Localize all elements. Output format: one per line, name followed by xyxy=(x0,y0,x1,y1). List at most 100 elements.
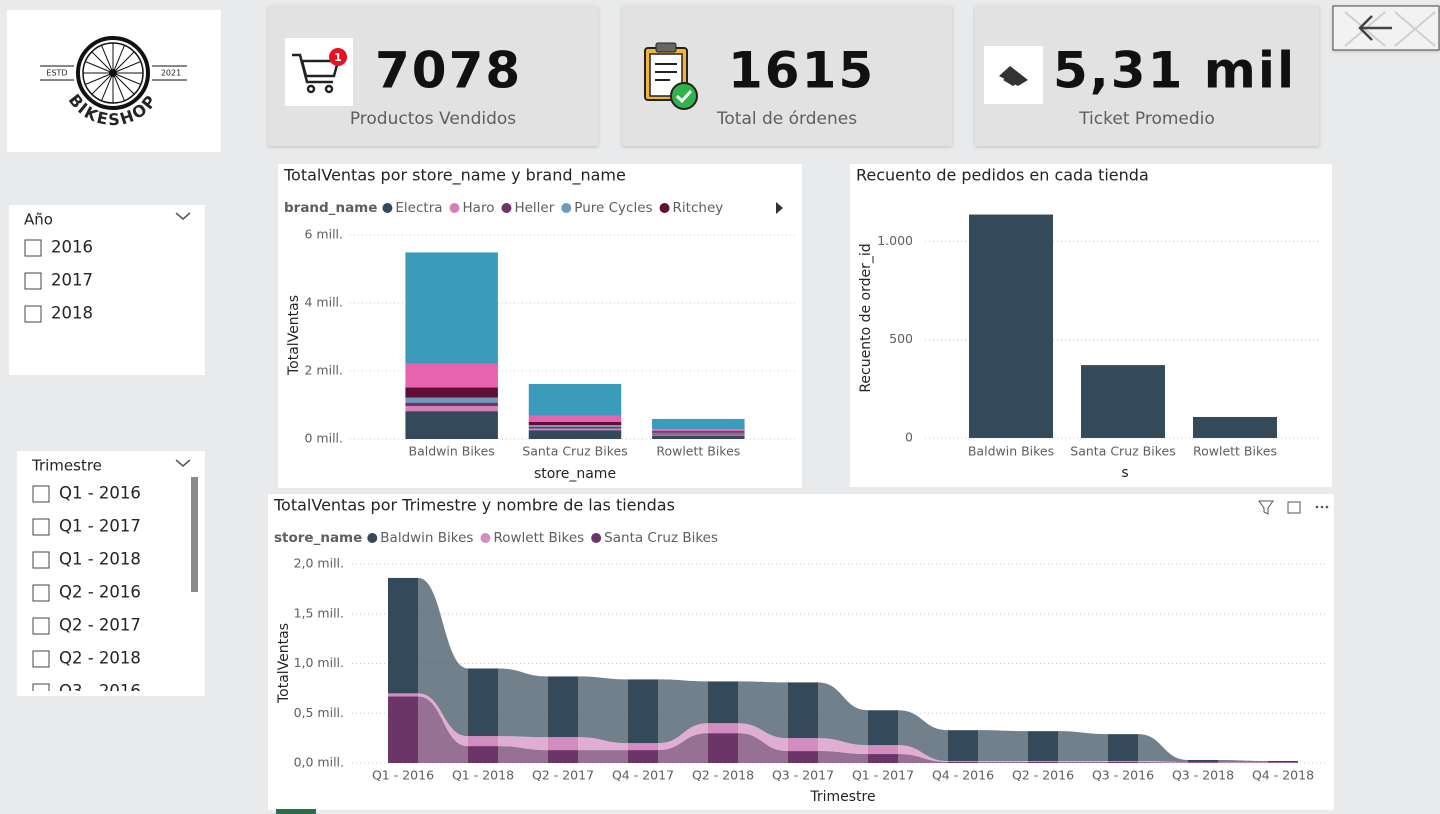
ribbon-column xyxy=(548,750,578,763)
chart-title: TotalVentas por Trimestre y nombre de la… xyxy=(273,496,675,515)
slicer-checkbox[interactable] xyxy=(24,305,42,323)
chart-title: TotalVentas por store_name y brand_name xyxy=(283,166,626,186)
kpi-label: Total de órdenes xyxy=(716,109,857,129)
x-tick-label: Rowlett Bikes xyxy=(656,444,740,459)
slicer-item[interactable]: Q1 - 2016 xyxy=(59,484,141,503)
kpi-label: Productos Vendidos xyxy=(350,109,516,129)
clipboard-clip xyxy=(655,42,677,53)
x-tick-label: Santa Cruz Bikes xyxy=(522,444,627,459)
slicer-checkbox[interactable] xyxy=(32,683,50,700)
kpi-value: 1615 xyxy=(728,42,875,100)
back-button[interactable] xyxy=(1332,5,1440,51)
legend-label: Baldwin Bikes xyxy=(380,530,473,546)
ribbon xyxy=(818,751,868,763)
bar-segment xyxy=(528,415,622,423)
kpi-badge-text: 1 xyxy=(334,51,342,64)
more-dot[interactable] xyxy=(1325,505,1329,509)
icon-box xyxy=(285,38,353,106)
bar-segment xyxy=(652,432,745,434)
x-tick-label: Q2 - 2017 xyxy=(532,768,594,783)
slicer-checkbox[interactable] xyxy=(32,584,50,602)
bar-segment xyxy=(528,383,622,416)
bar-segment xyxy=(652,429,745,432)
ribbon-column xyxy=(948,761,978,763)
slicer-checkbox[interactable] xyxy=(32,551,50,569)
back-arrow[interactable] xyxy=(1358,15,1392,41)
ribbon-column xyxy=(1188,760,1218,763)
bar-segment xyxy=(528,426,622,429)
y-tick-label: 2,0 mill. xyxy=(294,556,344,571)
slicer-checkbox[interactable] xyxy=(32,518,50,536)
x-tick-label: Q1 - 2018 xyxy=(452,768,514,783)
slicer-checkbox[interactable] xyxy=(32,485,50,503)
cart-wheel xyxy=(324,84,334,94)
ribbon xyxy=(898,754,948,763)
bar-segment xyxy=(405,387,498,398)
slicer-item[interactable]: Q2 - 2018 xyxy=(59,649,141,668)
bar-segment xyxy=(528,422,622,426)
slicer-checkbox[interactable] xyxy=(24,239,42,257)
legend-title: store_name xyxy=(274,530,362,546)
slicer-item[interactable]: 2016 xyxy=(51,238,93,257)
bar-segment xyxy=(528,428,622,431)
slicer-item[interactable]: Q2 - 2017 xyxy=(59,616,141,635)
slicer-item[interactable]: Q1 - 2017 xyxy=(59,517,141,536)
slicer-item[interactable]: 2017 xyxy=(51,271,93,290)
legend-next[interactable] xyxy=(776,202,783,214)
ribbon-column xyxy=(468,746,498,763)
kpi-label: Ticket Promedio xyxy=(1078,109,1215,129)
slicer-checkbox[interactable] xyxy=(24,272,42,290)
legend-label: Rowlett Bikes xyxy=(493,530,584,546)
ribbon-column xyxy=(548,676,578,738)
ribbon xyxy=(1138,734,1188,763)
page-tab[interactable] xyxy=(276,809,316,814)
ribbon-column xyxy=(1268,761,1298,763)
x-axis-title: Trimestre xyxy=(809,789,875,805)
slicer-card xyxy=(9,205,205,375)
bar-segment xyxy=(652,431,745,433)
more-dot[interactable] xyxy=(1315,505,1319,509)
bar-segment xyxy=(528,425,622,427)
slicer-item[interactable]: Q1 - 2018 xyxy=(59,550,141,569)
slicer-chevron[interactable] xyxy=(175,459,191,467)
slicer-item[interactable]: Q3 - 2016 xyxy=(59,682,141,701)
ribbon xyxy=(658,679,708,744)
bar-segment xyxy=(405,411,498,439)
filter-icon[interactable] xyxy=(1258,500,1274,515)
more-icon[interactable] xyxy=(1315,505,1329,509)
bar-segment xyxy=(652,435,745,439)
logo-wheel xyxy=(40,36,187,110)
ribbon-column xyxy=(948,730,978,762)
slicer-chevron[interactable] xyxy=(175,212,191,220)
wheel-spoke xyxy=(112,72,141,85)
ribbon-column xyxy=(708,723,738,734)
ribbon-column xyxy=(1108,761,1138,763)
legend-swatch xyxy=(591,533,602,543)
wheel-spoke xyxy=(85,72,114,85)
wheel-spoke xyxy=(112,61,141,74)
legend-swatch xyxy=(659,203,670,213)
ribbon xyxy=(1058,762,1108,763)
wheel-spoke xyxy=(112,51,135,74)
ribbon-column xyxy=(1028,761,1058,763)
ribbon-column xyxy=(548,737,578,751)
logo-year: 2021 xyxy=(161,69,181,78)
slicer-item[interactable]: 2018 xyxy=(51,304,93,323)
y-tick-label: 1.000 xyxy=(877,233,913,248)
x-tick-label: Q1 - 2017 xyxy=(852,768,914,783)
ribbon xyxy=(1218,760,1268,763)
focus-icon[interactable] xyxy=(1287,501,1301,514)
slicer-scrollbar[interactable] xyxy=(191,477,198,592)
more-dot[interactable] xyxy=(1320,505,1324,509)
ribbon-column xyxy=(468,668,498,737)
slicer-checkbox[interactable] xyxy=(32,650,50,668)
bar-segment xyxy=(405,363,498,388)
slicer-items: 2016 2017 2018 xyxy=(24,238,93,323)
slicer-item[interactable]: Q2 - 2016 xyxy=(59,583,141,602)
wheel-rim xyxy=(76,36,150,110)
ribbon-column xyxy=(788,682,818,739)
y-axis-title: Recuento de order_id xyxy=(858,243,874,392)
slicer-checkbox[interactable] xyxy=(32,617,50,635)
